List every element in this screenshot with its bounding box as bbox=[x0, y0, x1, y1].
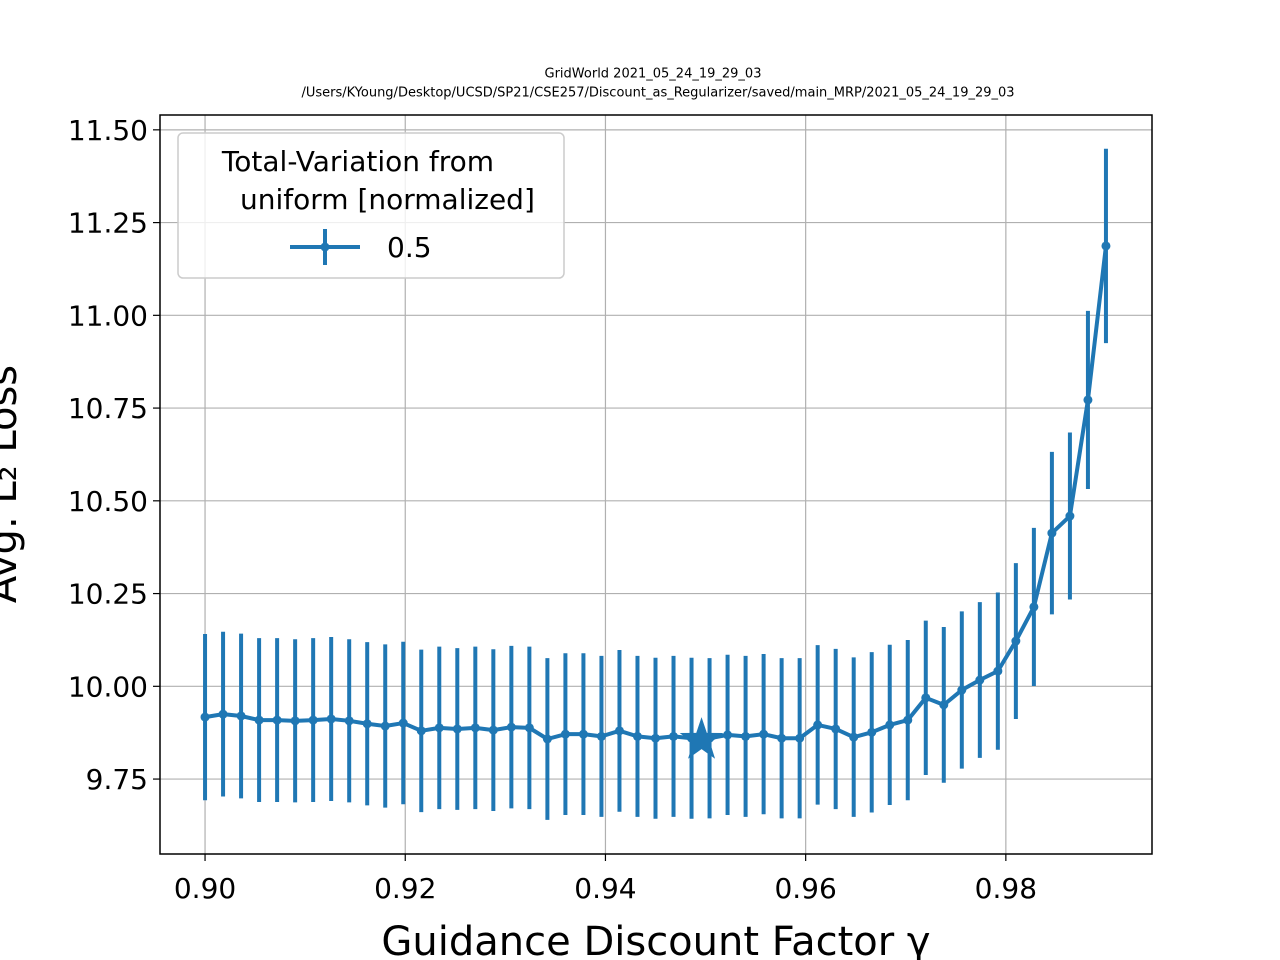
data-point bbox=[795, 733, 805, 743]
data-point bbox=[993, 666, 1003, 676]
y-tick-label: 11.50 bbox=[68, 114, 148, 147]
data-point bbox=[542, 734, 552, 744]
data-point bbox=[362, 719, 372, 729]
data-point bbox=[1101, 241, 1111, 251]
x-tick-label: 0.96 bbox=[774, 872, 836, 905]
y-tick-label: 9.75 bbox=[86, 763, 148, 796]
data-point bbox=[975, 675, 985, 685]
x-tick-label: 0.92 bbox=[374, 872, 436, 905]
data-point bbox=[452, 724, 462, 734]
data-point bbox=[470, 723, 480, 733]
chart-title: GridWorld 2021_05_24_19_29_03 bbox=[545, 67, 762, 82]
data-point bbox=[326, 714, 336, 724]
legend-box bbox=[177, 132, 565, 279]
data-point bbox=[1029, 602, 1039, 612]
data-point bbox=[254, 715, 264, 725]
data-point bbox=[218, 709, 228, 719]
data-point bbox=[831, 724, 841, 734]
data-point bbox=[1047, 528, 1057, 538]
y-tick-label: 10.25 bbox=[68, 578, 148, 611]
data-point bbox=[308, 715, 318, 725]
data-point bbox=[632, 731, 642, 741]
data-point bbox=[669, 731, 679, 741]
chart-subtitle: /Users/KYoung/Desktop/UCSD/SP21/CSE257/D… bbox=[301, 86, 1014, 101]
legend-title: Total-Variation from uniform [normalized… bbox=[221, 145, 535, 216]
y-tick-label: 10.50 bbox=[68, 485, 148, 518]
data-point bbox=[434, 723, 444, 733]
data-point bbox=[344, 716, 354, 726]
data-point bbox=[560, 729, 570, 739]
data-point bbox=[885, 720, 895, 730]
data-point bbox=[236, 711, 246, 721]
data-point bbox=[723, 730, 733, 740]
legend: Total-Variation from uniform [normalized… bbox=[177, 132, 565, 279]
data-point bbox=[1011, 636, 1021, 646]
data-point bbox=[777, 733, 787, 743]
data-point bbox=[813, 720, 823, 730]
data-point bbox=[741, 731, 751, 741]
y-tick-label: 10.75 bbox=[68, 392, 148, 425]
data-point bbox=[524, 723, 534, 733]
data-point bbox=[849, 732, 859, 742]
data-point bbox=[398, 718, 408, 728]
data-point bbox=[488, 725, 498, 735]
legend-title-line: Total-Variation from bbox=[221, 145, 494, 178]
data-point bbox=[759, 729, 769, 739]
data-point bbox=[903, 715, 913, 725]
y-axis-label: Avg. L₂ Loss bbox=[0, 365, 26, 603]
data-point bbox=[867, 727, 877, 737]
highlight-star bbox=[679, 717, 724, 759]
data-point bbox=[596, 731, 606, 741]
x-tick-label: 0.98 bbox=[975, 872, 1037, 905]
y-tick-label: 10.00 bbox=[68, 670, 148, 703]
x-tick-label: 0.94 bbox=[574, 872, 636, 905]
y-tick-label: 11.25 bbox=[68, 207, 148, 240]
data-point bbox=[506, 722, 516, 732]
data-point bbox=[921, 693, 931, 703]
data-point bbox=[614, 726, 624, 736]
data-point bbox=[380, 721, 390, 731]
data-point bbox=[957, 685, 967, 695]
data-point bbox=[578, 729, 588, 739]
data-point bbox=[200, 712, 210, 722]
legend-label: 0.5 bbox=[387, 231, 432, 264]
x-axis-label: Guidance Discount Factor γ bbox=[381, 919, 930, 960]
data-point bbox=[272, 715, 282, 725]
data-point bbox=[939, 700, 949, 710]
legend-swatch-marker bbox=[320, 242, 330, 252]
data-point bbox=[1065, 511, 1075, 521]
data-point bbox=[1083, 395, 1093, 405]
y-tick-label: 11.00 bbox=[68, 299, 148, 332]
data-point bbox=[290, 716, 300, 726]
x-tick-label: 0.90 bbox=[174, 872, 236, 905]
legend-title-line: uniform [normalized] bbox=[231, 183, 535, 216]
plot-frame bbox=[159, 114, 1153, 855]
data-point bbox=[650, 733, 660, 743]
data-point bbox=[416, 726, 426, 736]
